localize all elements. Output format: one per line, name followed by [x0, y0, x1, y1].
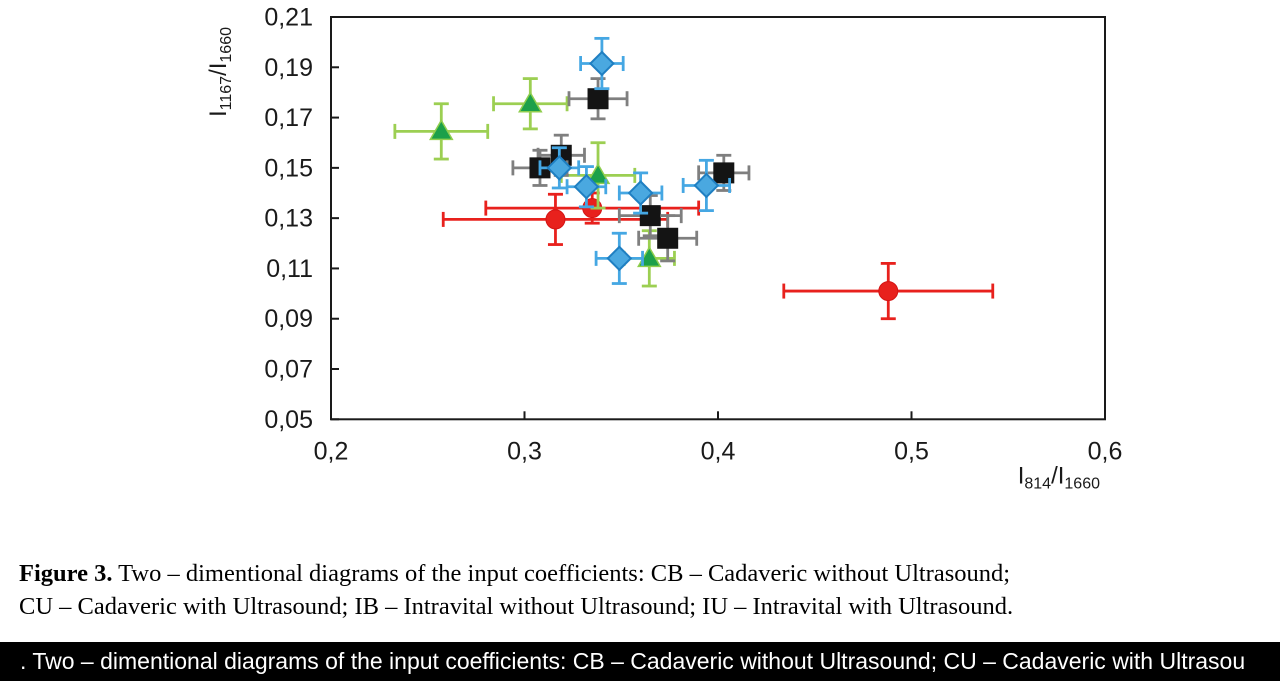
- blue-diamonds-point: [594, 231, 644, 285]
- x-axis-label: I814/I1660: [1018, 462, 1100, 492]
- y-tick-label: 0,07: [264, 356, 313, 384]
- green-triangles-point: [559, 141, 637, 210]
- x-tick-label: 0,2: [314, 437, 349, 465]
- figure-plot-area: 0,2 0,3 0,4 0,5 0,6 0,21 0,19 0,17 0,15 0,13 0,11 0…: [205, 4, 1123, 493]
- square-marker: [587, 88, 609, 110]
- caption-line-1: Figure 3. Two – dimentional diagrams of …: [19, 558, 1267, 591]
- blue-diamonds-series: [538, 36, 732, 285]
- y-tick-label: 0,17: [264, 104, 313, 132]
- blue-diamonds-point: [579, 36, 625, 91]
- y-tick-label: 0,19: [264, 54, 313, 82]
- y-tick-label: 0,13: [264, 205, 313, 233]
- diamond-marker: [588, 50, 615, 77]
- green-triangles-point: [492, 77, 569, 131]
- caption-line-1-text: Two – dimentional diagrams of the input …: [112, 560, 1011, 587]
- y-tick-label: 0,09: [264, 305, 313, 333]
- blue-diamonds-point: [681, 158, 732, 213]
- x-tick-label: 0,5: [894, 437, 929, 465]
- diamond-marker: [546, 154, 573, 181]
- y-axis-label: I1167/I1660: [205, 27, 235, 117]
- y-tick-label: 0,05: [264, 406, 313, 434]
- caption-line-2-text: CU – Cadaveric with Ultrasound; IB – Int…: [19, 592, 1014, 620]
- red-circles-point: [441, 192, 670, 246]
- black-squares-series: [511, 77, 751, 263]
- figure-caption: Figure 3. Two – dimentional diagrams of …: [19, 558, 1267, 623]
- y-tick-label: 0,15: [264, 154, 313, 182]
- diamond-marker: [627, 180, 654, 206]
- circle-marker: [545, 209, 566, 230]
- triangle-marker: [428, 118, 454, 141]
- x-tick-label: 0,4: [701, 437, 736, 465]
- circle-marker: [878, 281, 899, 302]
- diamond-marker: [693, 172, 720, 199]
- blue-diamonds-point: [617, 171, 664, 215]
- green-triangles-series: [393, 77, 676, 288]
- caption-line-2: CU – Cadaveric with Ultrasound; IB – Int…: [19, 591, 1267, 624]
- blue-diamonds-point: [538, 146, 581, 190]
- x-tick-label: 0,6: [1088, 437, 1123, 465]
- square-marker: [713, 162, 735, 184]
- status-bar-text: . Two – dimentional diagrams of the inpu…: [20, 648, 1246, 674]
- green-triangles-point: [393, 102, 490, 161]
- triangle-marker: [585, 162, 611, 185]
- scatter-plot: 0,2 0,3 0,4 0,5 0,6 0,21 0,19 0,17 0,15 0,13 0,11 0…: [205, 4, 1123, 493]
- black-squares-point: [567, 77, 629, 121]
- triangle-marker: [518, 91, 543, 113]
- red-circles-point: [782, 262, 995, 321]
- black-squares-point: [637, 214, 699, 263]
- y-tick-label: 0,21: [264, 4, 313, 32]
- square-marker: [639, 205, 661, 227]
- square-marker: [657, 227, 679, 249]
- red-circles-series: [441, 191, 995, 321]
- diamond-marker: [606, 245, 633, 272]
- x-tick-label: 0,3: [507, 437, 542, 465]
- y-tick-label: 0,11: [266, 255, 313, 283]
- status-bar: . Two – dimentional diagrams of the inpu…: [0, 642, 1280, 681]
- diamond-marker: [573, 173, 600, 200]
- caption-figure-number: Figure 3.: [19, 560, 113, 587]
- blue-diamonds-point: [565, 165, 608, 209]
